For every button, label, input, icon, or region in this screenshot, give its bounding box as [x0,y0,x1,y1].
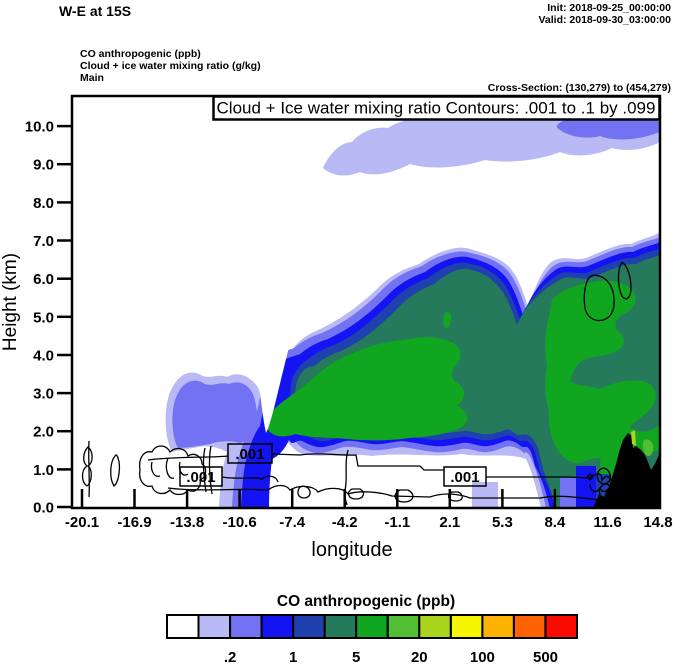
x-axis: -20.1 -16.9 -13.8 -10.6 -7.4 -4.2 -1.1 2… [65,514,673,561]
contour-label-3: .001 [450,469,479,486]
x-tick-label: 14.8 [643,514,672,531]
x-tick-label: -10.6 [222,514,256,531]
contour-info-title: Cloud + Ice water mixing ratio Contours:… [217,99,656,118]
ground-patch-level4 [576,466,596,508]
y-tick-label: 1.0 [33,462,54,479]
y-tick-label: 8.0 [33,195,54,212]
contour-label-2: .001 [186,469,215,486]
cloud-ice-contours [81,261,632,506]
x-tick-label: -4.2 [332,514,358,531]
colorbar-cell [386,614,421,639]
y-tick-label: 2.0 [33,424,54,441]
colorbar-tick-label: 500 [533,649,558,666]
ground-patch-level3 [560,478,576,508]
x-tick-label: -13.8 [170,514,204,531]
y-tick-label: 4.0 [33,348,54,365]
colorbar-cell [355,614,389,639]
colorbar-tick-label: .2 [224,649,237,666]
colorbar-cell [544,614,578,639]
x-tick-label: 5.3 [492,514,513,531]
contour-label-boxes: .001 .001 .001 [179,443,487,487]
x-tick-label: -20.1 [65,514,99,531]
plume-level7-green-main [264,337,468,441]
colorbar-tick-label: 5 [352,649,360,666]
plume-level7-green-small [443,312,452,328]
colorbar-cell [166,614,200,639]
colorbar-cell [323,614,358,639]
plot-fill-area: .001 .001 .001 [72,96,660,508]
terrain-edge-level9-sliver [631,430,636,446]
x-tick-label: 11.6 [593,514,621,531]
page-title: W-E at 15S [59,3,131,19]
x-tick-label: -16.9 [117,514,151,531]
plume-level7-green-right [545,280,660,464]
x-axis-ticks [80,489,660,507]
legend-field-3: Main [80,72,104,84]
colorbar-title: CO anthropogenic (ppb) [277,593,455,610]
colorbar-cell [481,614,515,639]
colorbar-tick-label: 1 [289,649,297,666]
x-tick-label: 8.4 [544,514,566,531]
x-axis-title: longitude [311,539,392,561]
cross-section-coords: Cross-Section: (130,279) to (454,279) [488,82,671,94]
valid-timestamp: Valid: 2018-09-30_03:00:00 [538,14,671,26]
colorbar-tick-label: 20 [411,649,428,666]
y-tick-label: 7.0 [33,233,54,250]
x-tick-label: -1.1 [384,514,410,531]
y-tick-label: 10.0 [25,119,54,136]
colorbar-cell [260,614,295,639]
white-notch [252,344,290,433]
x-tick-label: 2.1 [439,514,460,531]
colorbar: CO anthropogenic (ppb) .2 1 5 20 100 500 [166,593,578,666]
y-tick-label: 0.0 [33,500,54,517]
colorbar-cell [418,614,452,639]
colorbar-tick-label: 100 [470,649,495,666]
y-tick-label: 3.0 [33,386,54,403]
terrain-edge-level8-sliver [642,439,654,457]
init-timestamp: Init: 2018-09-25_00:00:00 [547,2,671,14]
y-tick-label: 6.0 [33,271,54,288]
y-tick-label: 5.0 [33,309,54,326]
colorbar-cell [512,614,547,639]
y-axis-title: Height (km) [0,253,21,351]
colorbar-cell [229,614,263,639]
contour-label-1: .001 [235,446,264,463]
y-tick-label: 9.0 [33,157,54,174]
colorbar-cell [292,614,326,639]
x-tick-label: -7.4 [279,514,306,531]
colorbar-cell [197,614,231,639]
legend-field-2: Cloud + ice water mixing ratio (g/kg) [80,60,261,72]
colorbar-cell [449,614,484,639]
contour-info-box: Cloud + Ice water mixing ratio Contours:… [212,95,661,121]
legend-field-1: CO anthropogenic (ppb) [80,48,201,60]
y-axis: 10.0 9.0 8.0 7.0 6.0 5.0 4.0 3.0 2.0 1.0… [0,119,71,517]
